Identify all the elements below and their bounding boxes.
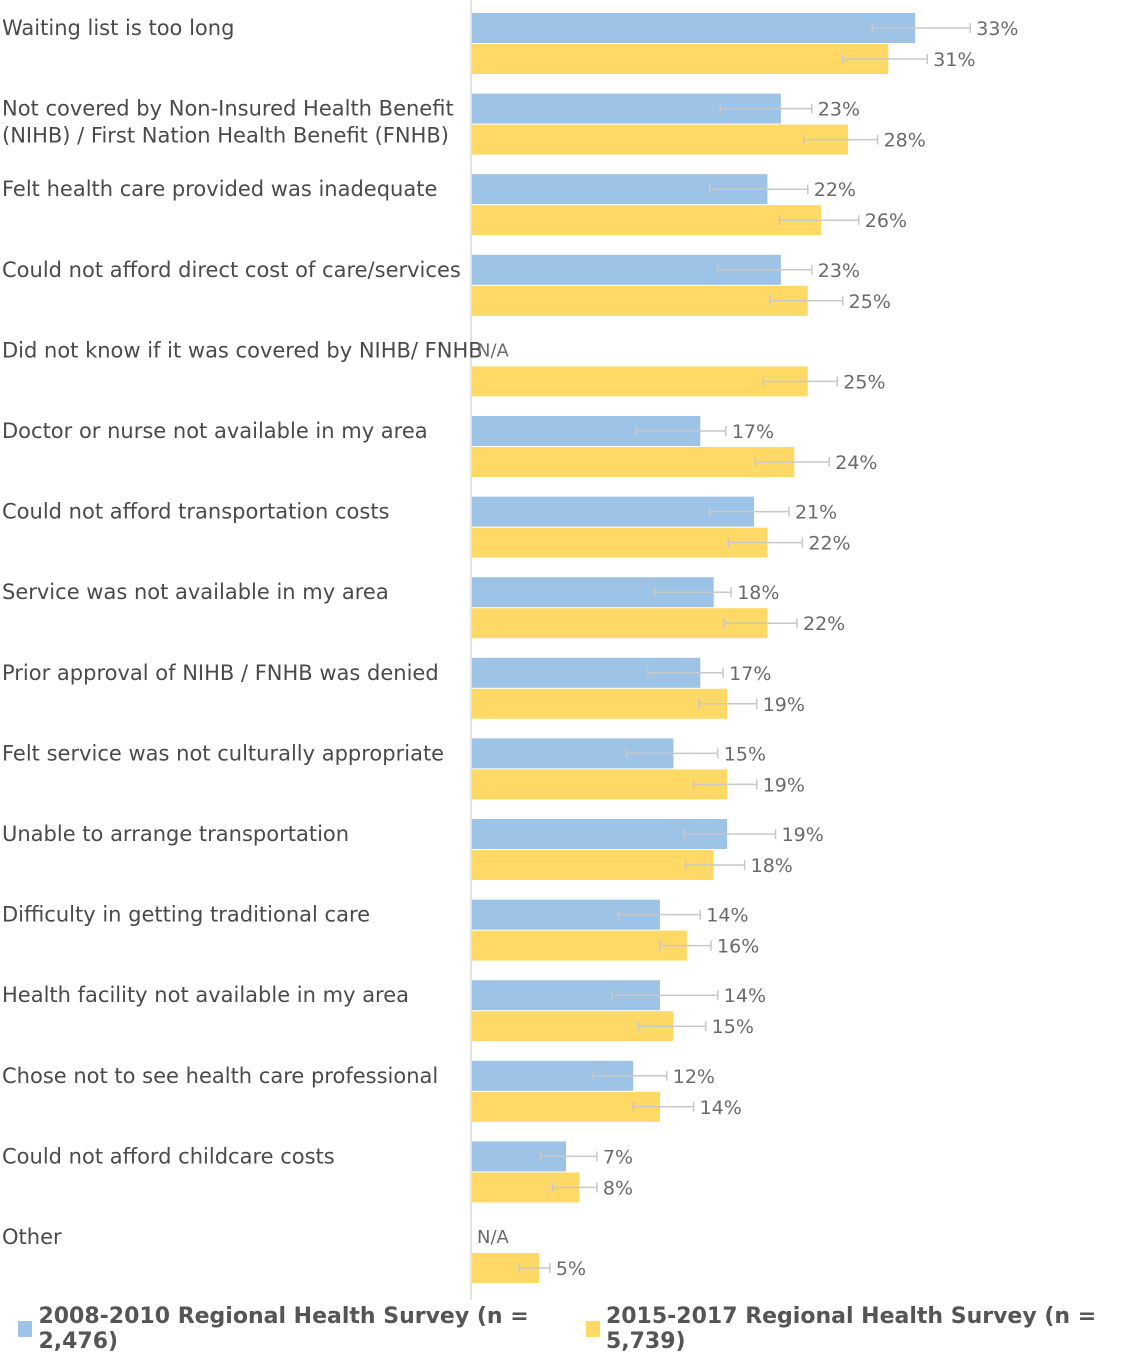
category-label-line: Unable to arrange transportation — [2, 822, 349, 846]
value-label: 18% — [751, 855, 793, 877]
value-label: 5% — [556, 1258, 586, 1280]
category-label-line: Chose not to see health care professiona… — [2, 1064, 438, 1088]
category-label: Could not afford childcare costs — [2, 1144, 335, 1168]
category-label: Not covered by Non-Insured Health Benefi… — [2, 97, 454, 148]
legend-label-2015-2017: 2015-2017 Regional Health Survey (n = 5,… — [606, 1304, 1127, 1354]
category-label: Other — [2, 1225, 62, 1249]
bar-2015-2017 — [472, 528, 767, 558]
legend-item-2015-2017: 2015-2017 Regional Health Survey (n = 5,… — [586, 1304, 1127, 1354]
value-label: 15% — [712, 1016, 754, 1038]
legend-label-2008-2010: 2008-2010 Regional Health Survey (n = 2,… — [38, 1304, 559, 1354]
bar-2015-2017 — [472, 366, 808, 396]
category-label-line: Other — [2, 1225, 62, 1249]
category-label-line: Could not afford transportation costs — [2, 500, 390, 524]
value-label: 22% — [803, 613, 845, 635]
bar-2015-2017 — [472, 1092, 660, 1122]
category-label: Difficulty in getting traditional care — [2, 903, 370, 927]
category-label-line: Service was not available in my area — [2, 580, 389, 604]
bar-2015-2017 — [472, 608, 767, 638]
category-label: Could not afford transportation costs — [2, 500, 390, 524]
value-label: 19% — [763, 774, 805, 796]
value-label: 15% — [724, 743, 766, 765]
bar-2015-2017 — [472, 125, 848, 155]
category-label-line: Waiting list is too long — [2, 16, 234, 40]
bar-2015-2017 — [472, 689, 727, 719]
category-label-line: Did not know if it was covered by NIHB/ … — [2, 338, 483, 362]
category-label-line: Doctor or nurse not available in my area — [2, 419, 428, 443]
na-label: N/A — [477, 1227, 510, 1248]
value-label: 8% — [603, 1177, 633, 1199]
value-label: 17% — [729, 663, 771, 685]
value-label: 33% — [976, 18, 1018, 40]
value-label: 12% — [673, 1066, 715, 1088]
value-label: 22% — [814, 179, 856, 201]
category-label-line: Health facility not available in my area — [2, 983, 409, 1007]
value-label: 16% — [717, 936, 759, 958]
category-label: Service was not available in my area — [2, 580, 389, 604]
category-labels: Waiting list is too long Not covered by N… — [2, 16, 483, 1249]
category-label: Prior approval of NIHB / FNHB was denied — [2, 661, 439, 685]
legend: 2008-2010 Regional Health Survey (n = 2,… — [0, 1312, 1127, 1346]
category-label-line: Felt service was not culturally appropri… — [2, 741, 444, 765]
value-label: 14% — [724, 985, 766, 1007]
legend-swatch-blue — [18, 1321, 32, 1337]
category-label: Waiting list is too long — [2, 16, 234, 40]
category-label-line: Felt health care provided was inadequate — [2, 177, 437, 201]
category-label-line: Prior approval of NIHB / FNHB was denied — [2, 661, 439, 685]
value-label: 26% — [865, 210, 907, 232]
bars — [472, 13, 915, 1283]
category-label: Could not afford direct cost of care/ser… — [2, 258, 461, 282]
bar-2015-2017 — [472, 931, 687, 961]
value-label: 14% — [700, 1097, 742, 1119]
value-label: 19% — [763, 694, 805, 716]
category-label: Unable to arrange transportation — [2, 822, 349, 846]
value-label: 19% — [782, 824, 824, 846]
bar-2015-2017 — [472, 850, 714, 880]
legend-swatch-yellow — [586, 1321, 600, 1337]
bar-2015-2017 — [472, 44, 888, 74]
category-label: Health facility not available in my area — [2, 983, 409, 1007]
bar-chart: Waiting list is too long Not covered by N… — [0, 0, 1127, 1305]
value-label: 28% — [884, 130, 926, 152]
value-label: 14% — [706, 905, 748, 927]
value-label: 21% — [795, 502, 837, 524]
category-label-line: (NIHB) / First Nation Health Benefit (FN… — [2, 124, 449, 148]
value-label: 31% — [933, 49, 975, 71]
category-label-line: Not covered by Non-Insured Health Benefi… — [2, 97, 454, 121]
category-label-line: Could not afford direct cost of care/ser… — [2, 258, 461, 282]
bar-2015-2017 — [472, 769, 727, 799]
na-label: N/A — [477, 340, 510, 361]
category-label: Chose not to see health care professiona… — [2, 1064, 438, 1088]
value-label: 25% — [849, 291, 891, 313]
value-label: 24% — [835, 452, 877, 474]
category-label-line: Difficulty in getting traditional care — [2, 903, 370, 927]
bar-2015-2017 — [472, 286, 808, 316]
bar-2015-2017 — [472, 205, 821, 235]
category-label-line: Could not afford childcare costs — [2, 1144, 335, 1168]
category-label: Did not know if it was covered by NIHB/ … — [2, 338, 483, 362]
value-label: 25% — [843, 371, 885, 393]
category-label: Felt health care provided was inadequate — [2, 177, 437, 201]
value-label: 23% — [818, 260, 860, 282]
legend-item-2008-2010: 2008-2010 Regional Health Survey (n = 2,… — [18, 1304, 560, 1354]
value-label: 23% — [818, 99, 860, 121]
value-label: 18% — [737, 582, 779, 604]
value-label: 17% — [732, 421, 774, 443]
category-label: Doctor or nurse not available in my area — [2, 419, 428, 443]
category-label: Felt service was not culturally appropri… — [2, 741, 444, 765]
bar-2008-2010 — [472, 13, 915, 43]
value-label: 7% — [603, 1146, 633, 1168]
bar-2015-2017 — [472, 447, 794, 477]
value-label: 22% — [808, 533, 850, 555]
